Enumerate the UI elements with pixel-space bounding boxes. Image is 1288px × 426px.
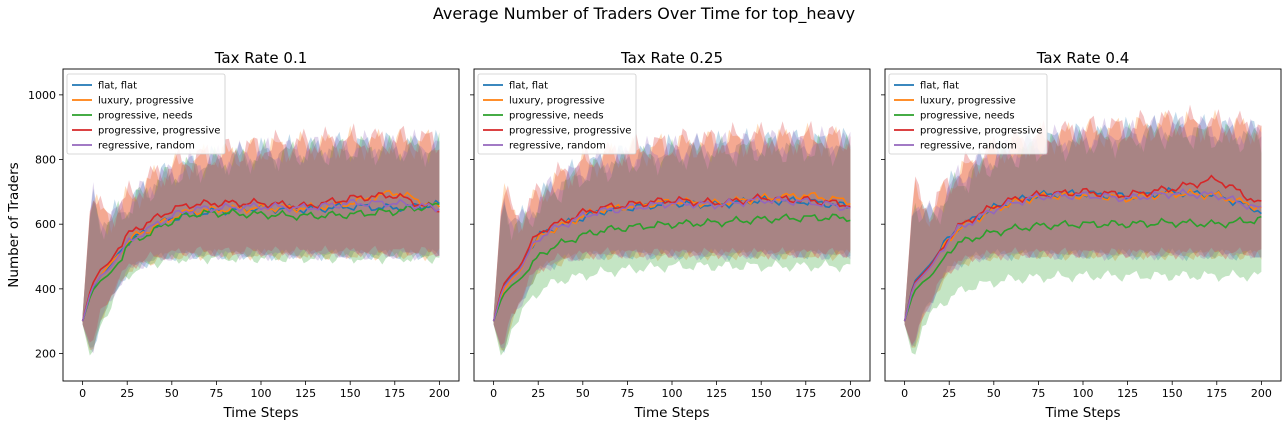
band-regressive-random	[493, 126, 851, 348]
y-tick-label: 600	[35, 218, 56, 231]
band-flat-flat	[493, 127, 851, 353]
band-progressive-progressive	[82, 123, 440, 343]
x-tick-label: 200	[429, 387, 450, 400]
line-regressive-random	[492, 195, 851, 322]
legend-label: flat, flat	[98, 81, 137, 92]
x-tick-label: 125	[295, 387, 316, 400]
band-progressive-progressive	[904, 104, 1262, 346]
band-luxury-progressive	[493, 122, 851, 351]
y-axis-label: Number of Traders	[6, 162, 22, 287]
legend-label: regressive, random	[509, 141, 606, 152]
x-tick-label: 100	[1073, 387, 1094, 400]
chart-panel-3: 0 25 50 75 100 125 150 175 200 Tax Rate 0.4 Time S…	[881, 49, 1282, 421]
legend-label: progressive, needs	[98, 111, 193, 122]
legend-label: luxury, progressive	[509, 96, 605, 107]
x-tick-label: 50	[987, 387, 1001, 400]
legend-label: luxury, progressive	[920, 96, 1016, 107]
band-luxury-progressive	[82, 125, 440, 351]
line-luxury-progressive	[903, 188, 1262, 322]
x-tick-label: 25	[531, 387, 545, 400]
x-tick-label: 150	[1162, 387, 1183, 400]
y-tick-label: 1000	[28, 89, 56, 102]
chart-panel-2: 0 25 50 75 100 125 150 175 200 Tax Rate 0.25 Time …	[470, 49, 871, 421]
x-tick-label: 150	[340, 387, 361, 400]
x-tick-label: 0	[490, 387, 497, 400]
line-progressive-needs	[492, 213, 851, 322]
x-axis-label: Time Steps	[1044, 405, 1120, 421]
x-axis-label: Time Steps	[222, 405, 298, 421]
chart-title: Tax Rate 0.4	[1036, 49, 1130, 67]
legend-label: regressive, random	[98, 141, 195, 152]
plot-area	[903, 104, 1262, 355]
band-progressive-needs	[493, 134, 851, 356]
band-regressive-random	[904, 115, 1262, 348]
x-tick-label: 25	[120, 387, 134, 400]
band-progressive-progressive	[493, 120, 851, 346]
legend-label: progressive, progressive	[920, 126, 1042, 137]
legend-label: flat, flat	[509, 81, 548, 92]
x-tick-label: 75	[620, 387, 634, 400]
legend-label: luxury, progressive	[98, 96, 194, 107]
legend-label: flat, flat	[920, 81, 959, 92]
line-progressive-progressive	[81, 191, 440, 322]
y-tick-label: 400	[35, 283, 56, 296]
x-axis-label: Time Steps	[633, 405, 709, 421]
x-tick-label: 75	[1031, 387, 1045, 400]
x-tick-label: 25	[942, 387, 956, 400]
chart-title: Tax Rate 0.25	[620, 49, 723, 67]
x-tick-label: 175	[1206, 387, 1227, 400]
x-tick-label: 50	[576, 387, 590, 400]
band-luxury-progressive	[904, 109, 1262, 348]
x-tick-label: 0	[79, 387, 86, 400]
band-progressive-needs	[82, 132, 440, 356]
legend-label: progressive, needs	[509, 111, 604, 122]
plot-area	[81, 123, 441, 356]
x-tick-label: 125	[1117, 387, 1138, 400]
legend-label: progressive, needs	[920, 111, 1015, 122]
legend: flat, flat luxury, progressive progressive…	[888, 73, 1048, 155]
y-tick-label: 800	[35, 154, 56, 167]
legend-label: progressive, progressive	[509, 126, 631, 137]
x-tick-label: 100	[662, 387, 683, 400]
legend-box	[477, 73, 637, 155]
x-tick-label: 75	[209, 387, 223, 400]
x-tick-label: 100	[251, 387, 272, 400]
line-progressive-needs	[903, 215, 1262, 322]
chart-title: Tax Rate 0.1	[214, 49, 308, 67]
y-tick-label: 200	[35, 348, 56, 361]
band-progressive-needs	[904, 118, 1262, 355]
legend-box	[888, 73, 1048, 155]
x-tick-label: 175	[795, 387, 816, 400]
legend: flat, flat luxury, progressive progressive…	[477, 73, 637, 155]
band-flat-flat	[904, 111, 1262, 347]
chart-panel-1: 0 25 50 75 100 125 150 175 200 200 400 600 800 1000 Ta…	[6, 49, 460, 421]
line-luxury-progressive	[492, 191, 851, 322]
x-tick-label: 150	[751, 387, 772, 400]
legend-label: progressive, progressive	[98, 126, 220, 137]
x-tick-label: 200	[840, 387, 861, 400]
band-flat-flat	[82, 129, 440, 348]
x-tick-label: 0	[901, 387, 908, 400]
legend-label: regressive, random	[920, 141, 1017, 152]
plot-area	[492, 120, 851, 356]
line-progressive-progressive	[903, 174, 1262, 322]
x-tick-label: 125	[706, 387, 727, 400]
figure-suptitle: Average Number of Traders Over Time for …	[432, 4, 856, 23]
x-tick-label: 200	[1251, 387, 1272, 400]
line-progressive-needs	[81, 201, 440, 322]
legend-box	[66, 73, 226, 155]
legend: flat, flat luxury, progressive progressive…	[66, 73, 226, 155]
line-regressive-random	[81, 198, 440, 322]
x-tick-label: 175	[384, 387, 405, 400]
band-regressive-random	[82, 129, 440, 354]
x-tick-label: 50	[165, 387, 179, 400]
line-regressive-random	[903, 188, 1262, 322]
